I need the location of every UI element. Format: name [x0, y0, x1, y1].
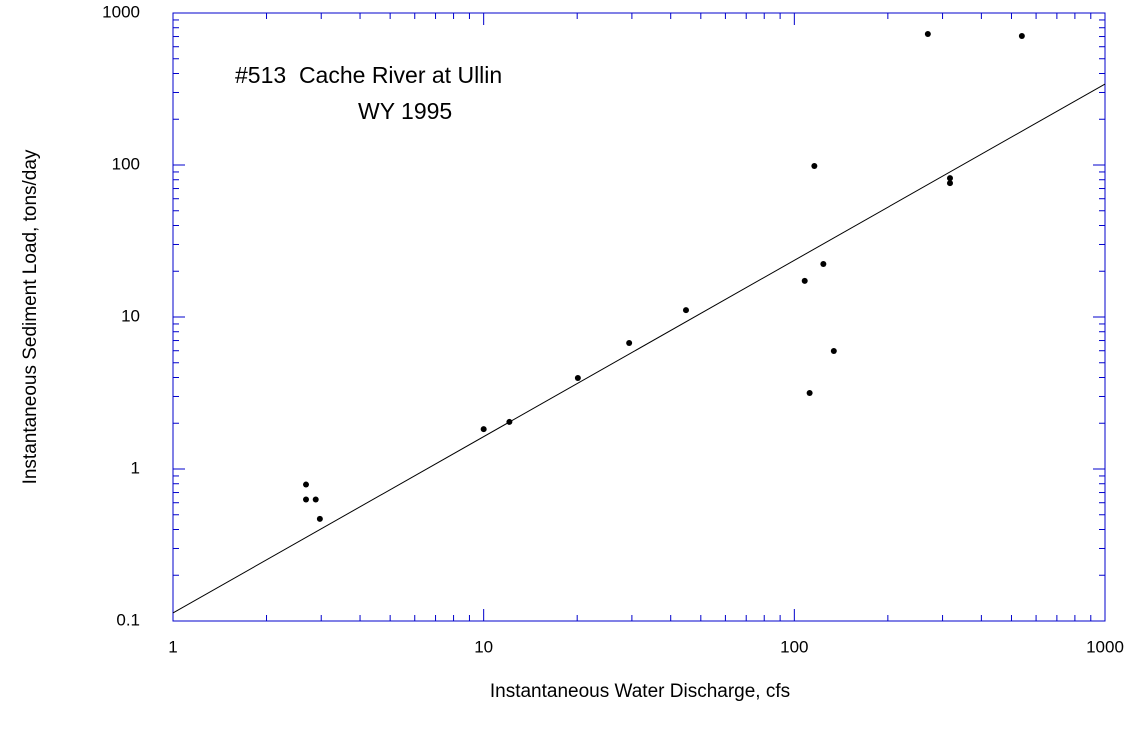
annotation: #513 Cache River at Ullin — [235, 62, 502, 88]
data-point — [946, 180, 953, 187]
annotation: WY 1995 — [358, 98, 452, 124]
x-tick-label: 100 — [780, 637, 808, 656]
data-point — [811, 162, 818, 169]
data-point — [303, 481, 310, 488]
data-point — [574, 374, 581, 381]
data-point — [924, 30, 931, 37]
data-point — [1018, 32, 1025, 39]
fit-line — [172, 83, 1106, 614]
data-point — [806, 390, 813, 397]
data-point — [506, 418, 513, 425]
x-tick-label: 10 — [474, 637, 493, 656]
data-point — [801, 277, 808, 284]
x-axis-label: Instantaneous Water Discharge, cfs — [490, 681, 790, 702]
data-point — [312, 496, 319, 503]
y-axis-label: Instantaneous Sediment Load, tons/day — [20, 149, 41, 484]
data-point — [682, 307, 689, 314]
data-point — [480, 426, 487, 433]
data-point — [303, 496, 310, 503]
y-tick-label: 10 — [121, 306, 140, 325]
x-tick-label: 1 — [168, 637, 177, 656]
data-point — [946, 175, 953, 182]
data-point — [316, 515, 323, 522]
y-tick-label: 1 — [131, 458, 140, 477]
data-point — [830, 348, 837, 355]
x-tick-label: 1000 — [1086, 637, 1124, 656]
data-point — [820, 261, 827, 268]
plot-frame — [172, 12, 1106, 622]
y-tick-label: 100 — [112, 154, 140, 173]
data-point — [626, 340, 633, 347]
y-tick-label: 1000 — [102, 2, 140, 21]
y-tick-label: 0.1 — [116, 610, 140, 629]
